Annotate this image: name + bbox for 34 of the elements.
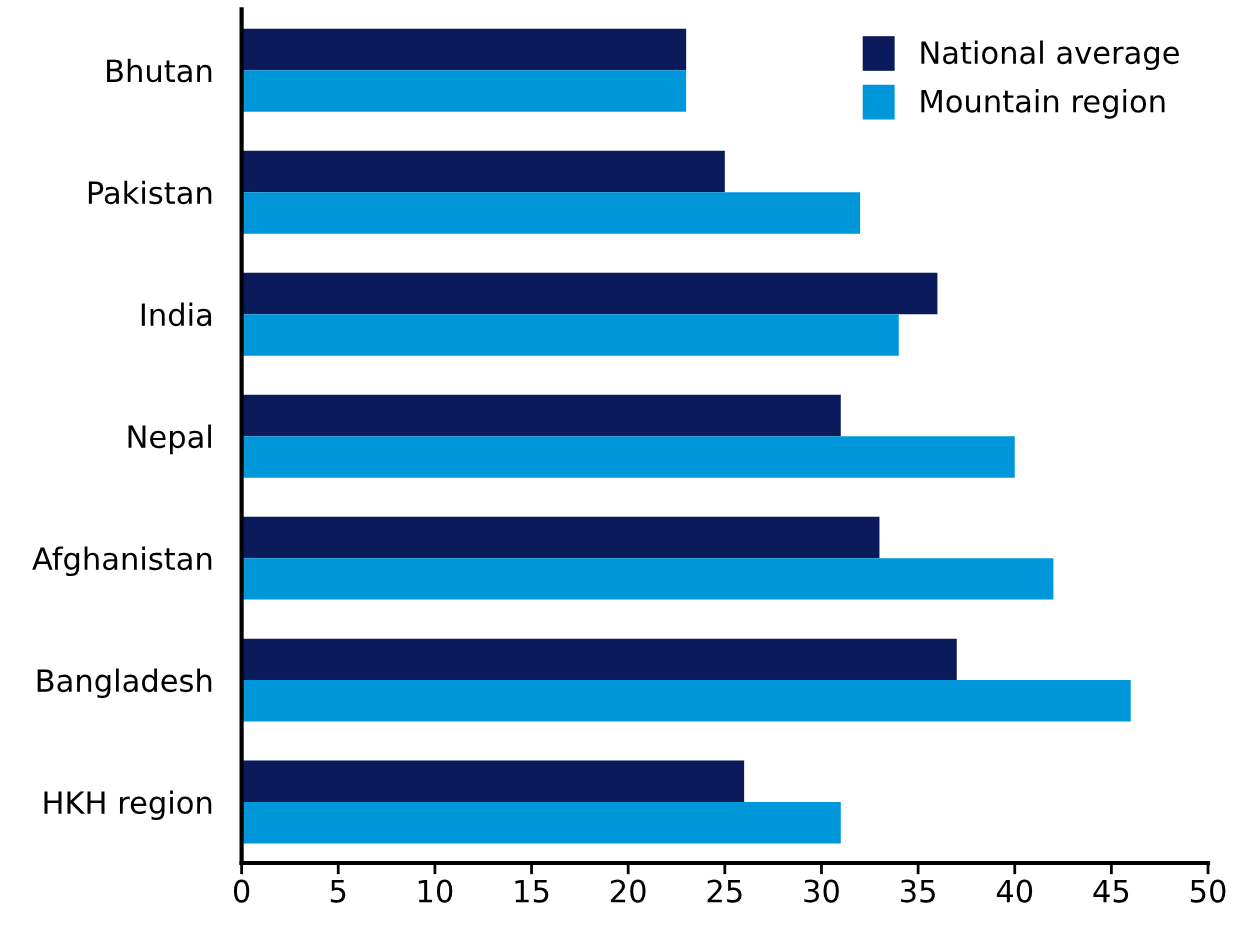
legend-label: Mountain region: [921, 89, 1165, 119]
x-tick-label: 35: [900, 879, 935, 903]
y-tick-label: Nepal: [128, 424, 211, 455]
bar: [241, 680, 1131, 722]
bar: [241, 760, 745, 803]
bar: [241, 638, 957, 681]
x-tick-label: 40: [996, 879, 1033, 903]
x-tick-label: 0: [233, 879, 250, 903]
y-tick-label: Pakistan: [88, 180, 212, 205]
x-tick-label: 5: [330, 879, 346, 903]
bar: [241, 436, 1015, 478]
x-tick-label: 45: [1093, 879, 1129, 903]
y-tick-label: Bhutan: [107, 58, 212, 83]
bar: [241, 314, 899, 356]
bar: [241, 192, 861, 234]
bar: [241, 150, 725, 193]
x-tick-label: 25: [707, 879, 742, 903]
x-tick-label: 20: [610, 879, 646, 903]
bar: [241, 28, 687, 71]
bar: [241, 558, 1054, 600]
bar: [241, 70, 687, 112]
y-tick-label: India: [141, 302, 212, 327]
y-tick-label: HKH region: [44, 790, 212, 821]
x-tick-label: 10: [418, 879, 453, 903]
bar: [241, 516, 880, 559]
x-tick-label: 50: [1190, 879, 1226, 903]
bar: [241, 272, 938, 315]
y-tick-label: Bangladesh: [37, 668, 212, 699]
x-tick-label: 15: [515, 879, 549, 903]
y-tick-label: Afghanistan: [32, 546, 212, 577]
bar: [241, 394, 841, 437]
legend-label: National average: [921, 40, 1179, 71]
x-tick-label: 30: [804, 879, 839, 903]
bar: [241, 802, 841, 844]
